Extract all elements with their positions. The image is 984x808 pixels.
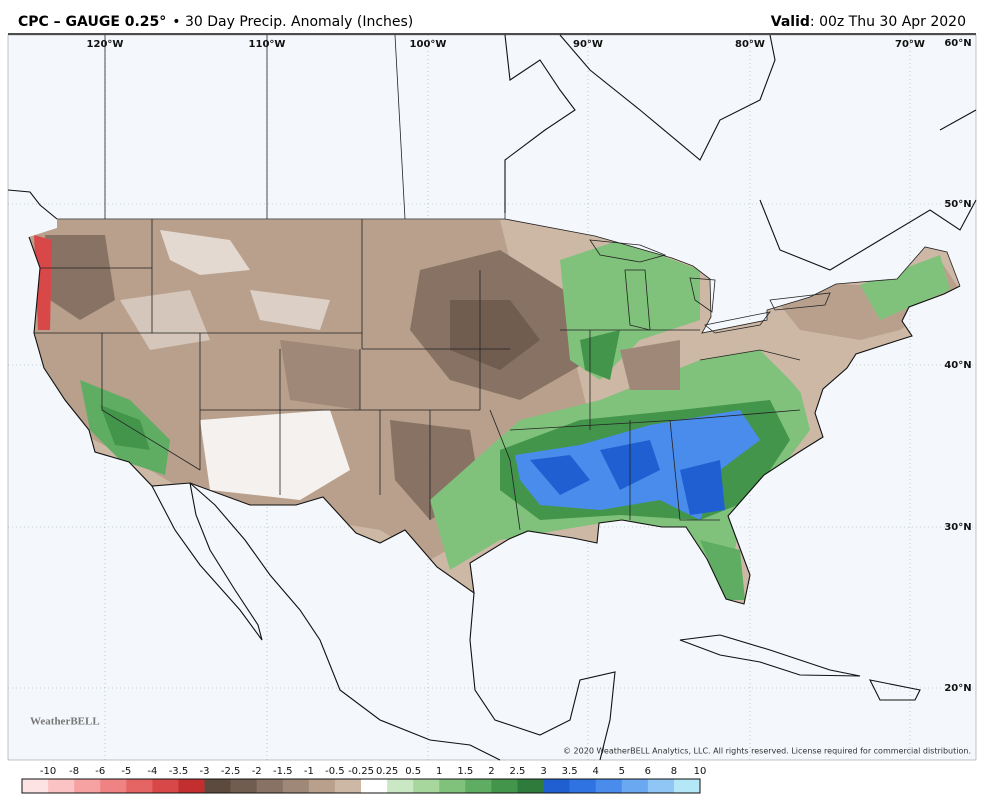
colorbar-swatch <box>413 779 440 793</box>
colorbar-label: -8 <box>69 766 79 777</box>
colorbar-label: -1 <box>304 766 314 777</box>
colorbar-swatch <box>673 779 701 793</box>
longitude-label: 100°W <box>410 39 447 50</box>
colorbar-swatch <box>595 779 623 793</box>
colorbar-swatch <box>152 779 179 793</box>
colorbar-swatch <box>543 779 570 793</box>
colorbar-label: 3 <box>540 766 546 777</box>
colorbar-swatch <box>100 779 127 793</box>
colorbar-swatch <box>230 779 257 793</box>
colorbar-label: -5 <box>121 766 131 777</box>
latitude-label: 60°N <box>944 38 971 49</box>
colorbar-swatch <box>22 779 49 793</box>
colorbar-label: -2.5 <box>221 766 241 777</box>
longitude-label: 110°W <box>249 39 286 50</box>
colorbar-swatch <box>491 779 518 793</box>
colorbar-swatch <box>569 779 596 793</box>
longitude-labels: 120°W 110°W 100°W 90°W 80°W 70°W <box>87 39 925 50</box>
colorbar-label: 1.5 <box>457 766 473 777</box>
latitude-label: 40°N <box>944 360 971 371</box>
colorbar-label: -10 <box>40 766 56 777</box>
longitude-label: 120°W <box>87 39 124 50</box>
latitude-label: 20°N <box>944 683 971 694</box>
colorbar-frame <box>21 778 701 794</box>
colorbar-label: 0.25 <box>376 766 398 777</box>
colorbar-swatch <box>48 779 75 793</box>
colorbar-label: -2 <box>252 766 262 777</box>
colorbar-swatch <box>204 779 231 793</box>
latitude-label: 50°N <box>944 199 971 210</box>
colorbar-swatch <box>126 779 153 793</box>
title: CPC – GAUGE 0.25° • 30 Day Precip. Anomal… <box>18 14 413 30</box>
colorbar-label: 6 <box>645 766 651 777</box>
subtitle: • 30 Day Precip. Anomaly (Inches) <box>172 14 413 30</box>
copyright: © 2020 WeatherBELL Analytics, LLC. All r… <box>563 747 971 756</box>
colorbar-label: -3 <box>200 766 210 777</box>
valid-time: Valid: 00z Thu 30 Apr 2020 <box>771 14 966 30</box>
longitude-label: 80°W <box>735 39 765 50</box>
colorbar-swatch <box>178 779 205 793</box>
colorbar-label: 5 <box>619 766 625 777</box>
latitude-label: 30°N <box>944 522 971 533</box>
colorbar-swatch <box>647 779 675 793</box>
colorbar-swatch <box>517 779 544 793</box>
colorbar-label: 1 <box>436 766 442 777</box>
longitude-label: 90°W <box>573 39 603 50</box>
latitude-labels: 60°N 50°N 40°N 30°N 20°N <box>944 38 971 694</box>
colorbar-label: 2 <box>488 766 494 777</box>
colorbar-label: -6 <box>95 766 105 777</box>
colorbar-swatch <box>256 779 284 793</box>
colorbar-swatch <box>74 779 101 793</box>
colorbar-label: 10 <box>694 766 707 777</box>
valid-label: Valid <box>771 14 810 30</box>
colorbar-label: 8 <box>671 766 677 777</box>
colorbar-label: -3.5 <box>169 766 189 777</box>
colorbar-swatch <box>308 779 336 793</box>
colorbar-label: -0.25 <box>348 766 374 777</box>
colorbar-label: 0.5 <box>405 766 421 777</box>
colorbar-swatch <box>621 779 649 793</box>
colorbar-swatch <box>361 779 388 793</box>
coastlines <box>7 34 977 761</box>
colorbar-swatch <box>465 779 492 793</box>
longitude-label: 70°W <box>895 39 925 50</box>
colorbar-label: 4 <box>593 766 599 777</box>
colorbar-label: -1.5 <box>273 766 293 777</box>
colorbar-swatch <box>282 779 310 793</box>
logo: WeatherBELL <box>30 716 100 728</box>
colorbar-label: -0.5 <box>325 766 345 777</box>
colorbar-swatch <box>439 779 466 793</box>
title-text: CPC – GAUGE 0.25° <box>18 14 166 30</box>
colorbar-label: 3.5 <box>562 766 578 777</box>
colorbar-label: -4 <box>147 766 157 777</box>
valid-value: : 00z Thu 30 Apr 2020 <box>810 14 966 30</box>
colorbar: -10 -8 -6 -5 -4 -3.5 -3 -2.5 -2 -1.5 -1 -0.5 -0.25 0.… <box>21 766 707 794</box>
colorbar-label: 2.5 <box>510 766 526 777</box>
colorbar-swatch <box>334 779 362 793</box>
colorbar-swatch <box>387 779 414 793</box>
